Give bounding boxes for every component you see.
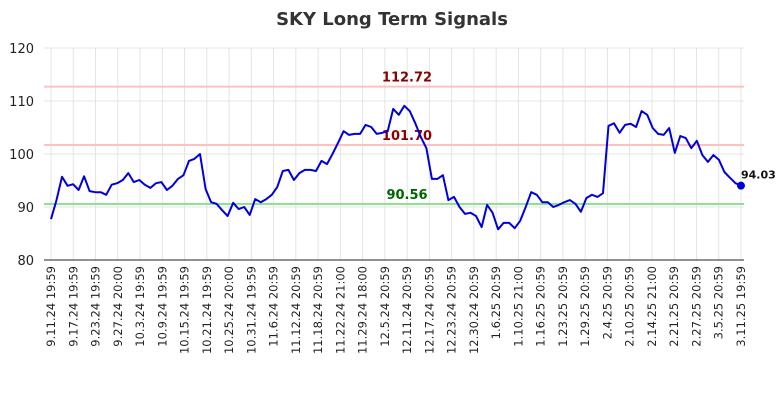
x-tick-label: 1.6.25 20:59 (489, 266, 503, 339)
x-tick-label: 1.10.25 21:00 (511, 266, 525, 347)
x-tick-label: 9.23.24 19:59 (89, 266, 103, 347)
level-label: 90.56 (386, 188, 427, 203)
x-tick-label: 2.4.25 20:59 (600, 266, 614, 339)
y-tick-label: 100 (9, 148, 34, 163)
x-tick-label: 10.21.24 19:59 (200, 266, 214, 354)
x-tick-label: 11.22.24 21:00 (333, 266, 347, 354)
last-point-marker (737, 181, 745, 190)
last-value-label: 94.03 (741, 169, 776, 182)
y-tick-label: 90 (17, 201, 34, 216)
x-tick-label: 2.27.25 20:59 (689, 266, 703, 347)
level-label: 112.72 (382, 71, 432, 86)
x-tick-label: 12.17.24 20:59 (422, 266, 436, 354)
chart-title: SKY Long Term Signals (276, 9, 508, 30)
price-line (50, 104, 742, 231)
x-tick-label: 3.5.25 20:59 (712, 266, 726, 339)
y-tick-label: 110 (9, 95, 34, 110)
x-tick-label: 3.11.25 19:59 (734, 266, 748, 347)
x-tick-label: 1.16.25 20:59 (534, 266, 548, 347)
x-tick-label: 10.3.24 19:59 (133, 266, 147, 347)
x-tick-label: 9.27.24 20:00 (111, 266, 125, 347)
x-tick-label: 9.11.24 19:59 (44, 266, 58, 347)
x-tick-label: 11.18.24 20:59 (311, 266, 325, 354)
x-tick-label: 10.31.24 19:59 (244, 266, 258, 354)
x-tick-label: 10.15.24 19:59 (178, 266, 192, 354)
x-tick-label: 2.21.25 20:59 (667, 266, 681, 347)
x-tick-label: 12.23.24 20:59 (445, 266, 459, 354)
x-tick-label: 12.5.24 20:59 (378, 266, 392, 347)
x-tick-label: 9.17.24 19:59 (66, 266, 80, 347)
level-label: 101.70 (382, 129, 432, 144)
y-tick-label: 80 (17, 254, 34, 269)
x-tick-label: 2.14.25 21:00 (645, 266, 659, 347)
x-tick-label: 1.29.25 20:59 (578, 266, 592, 347)
x-tick-label: 1.23.25 20:59 (556, 266, 570, 347)
x-tick-label: 12.30.24 20:59 (467, 266, 481, 354)
x-tick-label: 2.10.25 20:59 (623, 266, 637, 347)
x-tick-label: 12.11.24 20:59 (400, 266, 414, 354)
x-tick-label: 10.25.24 20:00 (222, 266, 236, 354)
x-tick-label: 11.29.24 18:00 (356, 266, 370, 354)
y-tick-label: 120 (9, 42, 34, 57)
x-tick-label: 11.12.24 20:59 (289, 266, 303, 354)
x-tick-label: 11.6.24 20:59 (267, 266, 281, 347)
x-tick-label: 10.9.24 19:59 (155, 266, 169, 347)
